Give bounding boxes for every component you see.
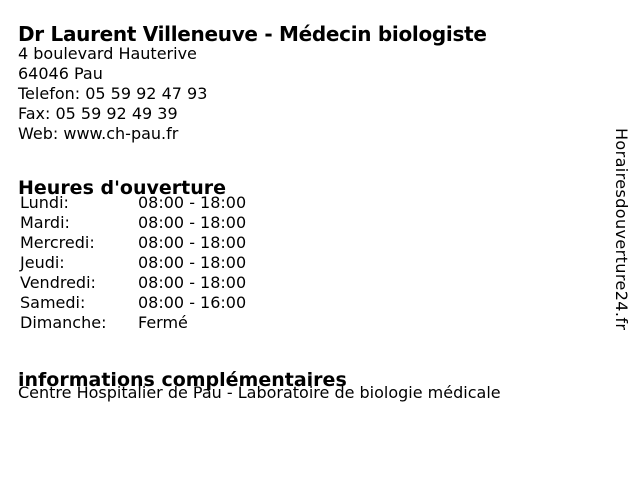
web-url-link[interactable]: www.ch-pau.fr [63,124,179,143]
additional-info-text: Centre Hospitalier de Pau - Laboratoire … [18,383,501,402]
address-street: 4 boulevard Hauterive [18,44,197,63]
table-row: Dimanche: Fermé [20,313,246,333]
table-row: Lundi: 08:00 - 18:00 [20,193,246,213]
time-value: 08:00 - 18:00 [138,193,247,212]
table-row: Samedi: 08:00 - 16:00 [20,293,246,313]
day-label: Dimanche: [20,313,107,332]
opening-hours-heading: Heures d'ouverture [18,176,226,199]
page-title: Dr Laurent Villeneuve - Médecin biologis… [18,22,487,47]
table-row: Mercredi: 08:00 - 18:00 [20,233,246,253]
contact-block: 4 boulevard Hauterive 64046 Pau Telefon:… [18,44,207,144]
day-label: Mardi: [20,213,70,232]
day-label: Jeudi: [20,253,65,272]
time-value: 08:00 - 18:00 [138,253,247,272]
time-value: 08:00 - 18:00 [138,213,247,232]
additional-info-heading: informations complémentaires [18,368,347,391]
time-value: Fermé [138,313,188,332]
web-label: Web: [18,124,64,143]
time-value: 08:00 - 18:00 [138,233,247,252]
fax-line: Fax: 05 59 92 49 39 [18,104,178,123]
day-label: Samedi: [20,293,86,312]
table-row: Mardi: 08:00 - 18:00 [20,213,246,233]
day-label: Mercredi: [20,233,95,252]
table-row: Jeudi: 08:00 - 18:00 [20,253,246,273]
address-city: 64046 Pau [18,64,103,83]
opening-hours-table: Lundi: 08:00 - 18:00 Mardi: 08:00 - 18:0… [20,193,246,333]
day-label: Lundi: [20,193,69,212]
table-row: Vendredi: 08:00 - 18:00 [20,273,246,293]
web-line: Web: www.ch-pau.fr [18,124,207,144]
time-value: 08:00 - 16:00 [138,293,247,312]
phone-line: Telefon: 05 59 92 47 93 [18,84,208,103]
site-watermark: Horairesdouverture24.fr [612,128,631,331]
time-value: 08:00 - 18:00 [138,273,247,292]
day-label: Vendredi: [20,273,96,292]
